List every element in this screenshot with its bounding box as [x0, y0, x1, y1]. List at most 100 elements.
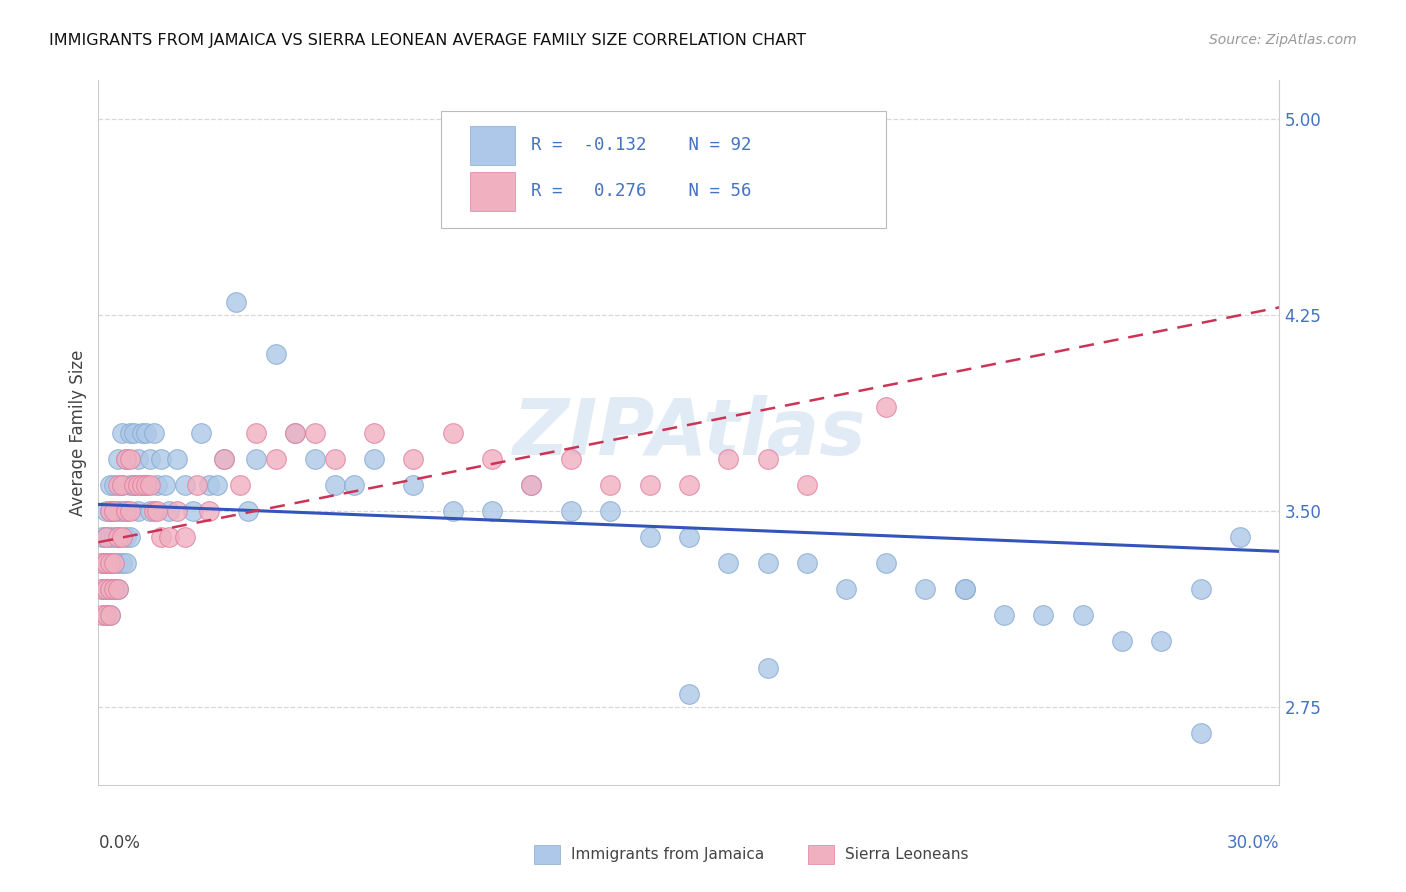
Point: [96, 530, 118, 544]
Point: [1189, 582, 1212, 597]
Point: [96, 504, 118, 518]
Point: [107, 451, 129, 466]
Point: [115, 451, 138, 466]
Point: [98, 556, 121, 570]
Point: [103, 504, 125, 518]
Point: [174, 478, 197, 492]
Point: [96, 556, 118, 570]
Text: ZIPAtlas: ZIPAtlas: [512, 394, 866, 471]
Point: [103, 556, 125, 570]
Point: [599, 478, 621, 492]
Point: [118, 451, 141, 466]
Point: [115, 504, 138, 518]
Point: [441, 425, 464, 440]
Point: [402, 451, 425, 466]
Point: [111, 425, 134, 440]
Point: [481, 451, 503, 466]
Point: [107, 556, 129, 570]
Point: [115, 451, 138, 466]
Point: [205, 478, 228, 492]
Point: [98, 608, 121, 623]
Point: [1111, 634, 1133, 648]
Point: [115, 556, 138, 570]
Point: [107, 504, 129, 518]
Point: [599, 504, 621, 518]
Point: [103, 582, 125, 597]
Point: [96, 582, 118, 597]
Point: [111, 530, 134, 544]
Point: [146, 504, 169, 518]
Point: [118, 478, 141, 492]
Point: [1071, 608, 1094, 623]
Text: 30.0%: 30.0%: [1227, 834, 1279, 852]
Point: [245, 451, 267, 466]
Text: Sierra Leoneans: Sierra Leoneans: [845, 847, 969, 862]
Text: R =  -0.132    N = 92: R = -0.132 N = 92: [531, 136, 752, 154]
Point: [111, 504, 134, 518]
Point: [135, 478, 157, 492]
Point: [717, 451, 740, 466]
Point: [107, 478, 129, 492]
Point: [135, 425, 157, 440]
Point: [953, 582, 976, 597]
Point: [127, 504, 149, 518]
Point: [103, 556, 125, 570]
Point: [103, 504, 125, 518]
Point: [190, 425, 212, 440]
Point: [96, 582, 118, 597]
Point: [166, 504, 188, 518]
Point: [214, 451, 236, 466]
Point: [138, 504, 160, 518]
Point: [111, 478, 134, 492]
Point: [131, 425, 153, 440]
Point: [174, 530, 197, 544]
Point: [520, 478, 543, 492]
Point: [150, 530, 173, 544]
Point: [284, 425, 307, 440]
Point: [98, 582, 121, 597]
Point: [214, 451, 236, 466]
Point: [264, 451, 287, 466]
Point: [1229, 530, 1251, 544]
Point: [131, 478, 153, 492]
Point: [91, 556, 114, 570]
Point: [96, 530, 118, 544]
Text: 0.0%: 0.0%: [98, 834, 141, 852]
Point: [98, 608, 121, 623]
Point: [98, 504, 121, 518]
Point: [98, 582, 121, 597]
Point: [835, 582, 858, 597]
Point: [520, 478, 543, 492]
Point: [118, 425, 141, 440]
Point: [875, 556, 897, 570]
Point: [638, 478, 661, 492]
Point: [122, 478, 145, 492]
Point: [264, 347, 287, 361]
Point: [560, 504, 582, 518]
Point: [142, 425, 165, 440]
Point: [98, 478, 121, 492]
Point: [138, 451, 160, 466]
Point: [131, 478, 153, 492]
Point: [245, 425, 267, 440]
Point: [717, 556, 740, 570]
Point: [155, 478, 177, 492]
Point: [1189, 725, 1212, 739]
Point: [135, 478, 157, 492]
Point: [118, 530, 141, 544]
Point: [1032, 608, 1054, 623]
Point: [107, 582, 129, 597]
Point: [638, 530, 661, 544]
Point: [1150, 634, 1173, 648]
Point: [481, 504, 503, 518]
Point: [284, 425, 307, 440]
Point: [993, 608, 1015, 623]
Point: [107, 530, 129, 544]
Point: [115, 504, 138, 518]
Point: [142, 504, 165, 518]
Point: [304, 425, 326, 440]
Point: [127, 478, 149, 492]
Point: [96, 608, 118, 623]
Point: [103, 530, 125, 544]
Point: [91, 582, 114, 597]
